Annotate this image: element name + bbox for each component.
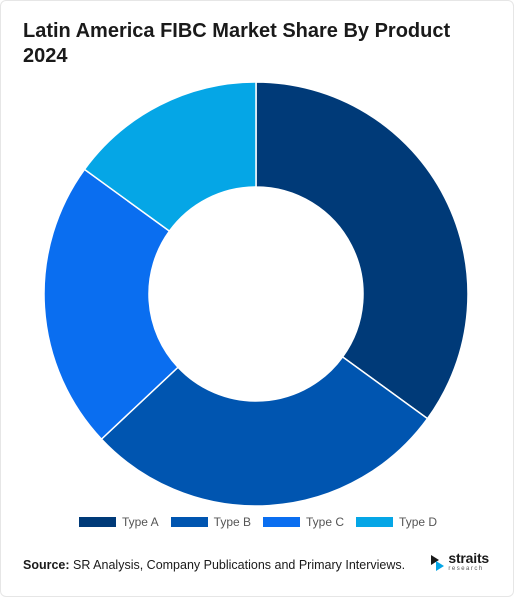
legend-label-type-b: Type B	[213, 515, 252, 529]
logo-name: straits	[448, 550, 489, 566]
slice-type-d	[83, 81, 257, 233]
straits-logo: straits research	[429, 551, 489, 572]
legend-item-type-d: Type D	[356, 515, 437, 529]
slice-type-c	[43, 168, 180, 441]
legend-item-type-a: Type A	[78, 515, 159, 529]
legend-swatch-type-d	[356, 517, 394, 527]
legend-swatch-type-c	[263, 517, 301, 527]
legend-label-type-d: Type D	[399, 515, 438, 529]
legend-swatch-type-a	[78, 517, 116, 527]
legend-swatch-type-b	[170, 517, 208, 527]
legend-label-type-a: Type A	[121, 515, 159, 529]
chart-title: Latin America FIBC Market Share By Produ…	[23, 20, 451, 67]
source-text: SR Analysis, Company Publications and Pr…	[73, 558, 406, 572]
donut-chart	[43, 81, 469, 507]
slice-type-b	[100, 355, 429, 507]
legend-item-type-c: Type C	[263, 515, 344, 529]
chart-legend: Type A Type B Type C Type D	[1, 515, 514, 529]
logo-subtitle: research	[448, 566, 484, 572]
source-label: Source:	[23, 558, 70, 572]
slice-type-a	[255, 81, 469, 420]
legend-item-type-b: Type B	[170, 515, 252, 529]
source-note: Source: SR Analysis, Company Publication…	[23, 558, 405, 572]
legend-label-type-c: Type C	[306, 515, 345, 529]
straits-logo-icon	[431, 554, 445, 571]
